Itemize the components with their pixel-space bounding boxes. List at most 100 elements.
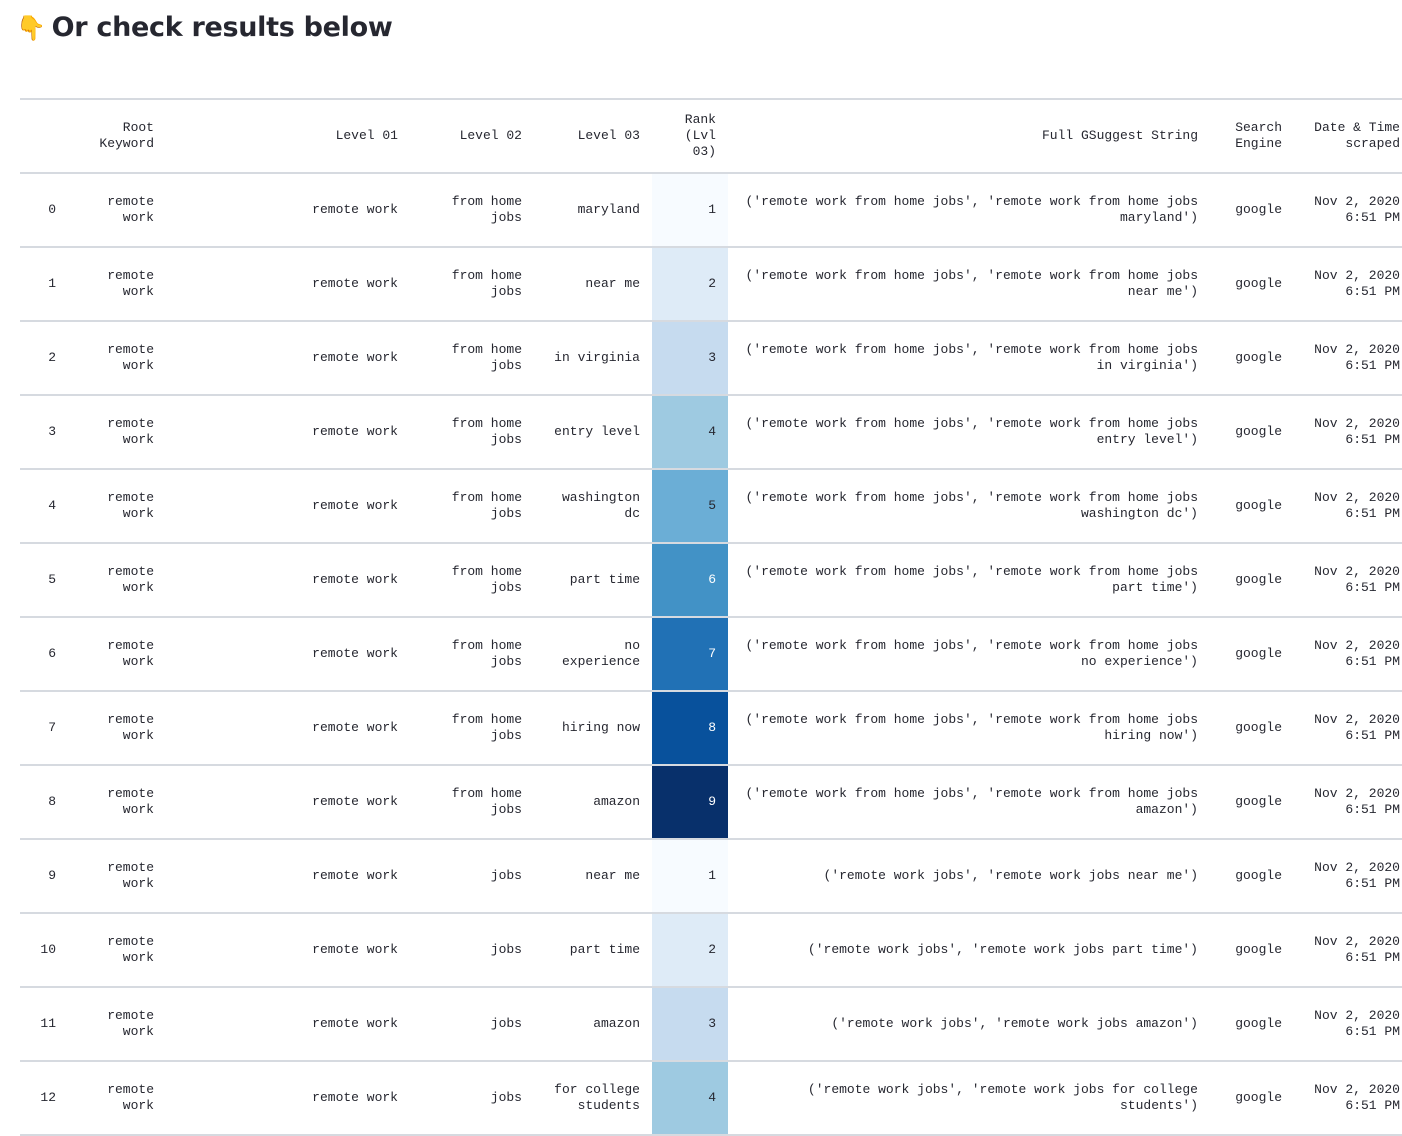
cell-date-time-scraped[interactable]: Nov 2, 2020 6:51 PM (1314, 416, 1400, 447)
cell-level-02[interactable]: from home jobs (451, 638, 522, 669)
cell-date-time-scraped[interactable]: Nov 2, 2020 6:51 PM (1314, 490, 1400, 521)
cell-rank[interactable]: 7 (652, 617, 728, 691)
cell-date-time-scraped[interactable]: Nov 2, 2020 6:51 PM (1314, 786, 1400, 817)
cell-search-engine[interactable]: google (1235, 276, 1282, 291)
cell-date-time-scraped[interactable]: Nov 2, 2020 6:51 PM (1314, 860, 1400, 891)
cell-level-03[interactable]: no experience (561, 638, 640, 669)
cell-full-gsuggest-string[interactable]: ('remote work from home jobs', 'remote w… (745, 194, 1198, 225)
cell-search-engine[interactable]: google (1235, 794, 1282, 809)
cell-level-01[interactable]: remote work (312, 276, 398, 291)
cell-level-02[interactable]: from home jobs (451, 416, 522, 447)
cell-level-03[interactable]: washington dc (561, 490, 640, 521)
cell-level-02[interactable]: jobs (490, 942, 522, 957)
row-index[interactable]: 0 (48, 202, 56, 217)
cell-level-03[interactable]: amazon (593, 1016, 640, 1031)
cell-level-02[interactable]: from home jobs (451, 194, 522, 225)
cell-level-02[interactable]: from home jobs (451, 342, 522, 373)
cell-root-keyword[interactable]: remote work (107, 194, 154, 225)
cell-date-time-scraped[interactable]: Nov 2, 2020 6:51 PM (1314, 1008, 1400, 1039)
row-index[interactable]: 6 (48, 646, 56, 661)
cell-date-time-scraped[interactable]: Nov 2, 2020 6:51 PM (1314, 1082, 1400, 1113)
cell-level-01[interactable]: remote work (312, 350, 398, 365)
cell-date-time-scraped[interactable]: Nov 2, 2020 6:51 PM (1314, 268, 1400, 299)
cell-level-03[interactable]: part time (569, 942, 640, 957)
cell-search-engine[interactable]: google (1235, 572, 1282, 587)
cell-level-03[interactable]: amazon (593, 794, 640, 809)
cell-full-gsuggest-string[interactable]: ('remote work jobs', 'remote work jobs f… (807, 1082, 1198, 1113)
cell-full-gsuggest-string[interactable]: ('remote work from home jobs', 'remote w… (745, 416, 1198, 447)
row-index[interactable]: 5 (48, 572, 56, 587)
cell-level-02[interactable]: from home jobs (451, 786, 522, 817)
cell-root-keyword[interactable]: remote work (107, 564, 154, 595)
column-header-search-engine[interactable]: Search Engine (1235, 120, 1282, 151)
cell-rank[interactable]: 2 (652, 913, 728, 987)
cell-level-03[interactable]: part time (569, 572, 640, 587)
cell-root-keyword[interactable]: remote work (107, 268, 154, 299)
cell-search-engine[interactable]: google (1235, 424, 1282, 439)
cell-full-gsuggest-string[interactable]: ('remote work from home jobs', 'remote w… (745, 490, 1198, 521)
row-index[interactable]: 2 (48, 350, 56, 365)
cell-root-keyword[interactable]: remote work (107, 712, 154, 743)
cell-full-gsuggest-string[interactable]: ('remote work from home jobs', 'remote w… (745, 786, 1198, 817)
cell-rank[interactable]: 8 (652, 691, 728, 765)
cell-search-engine[interactable]: google (1235, 350, 1282, 365)
cell-date-time-scraped[interactable]: Nov 2, 2020 6:51 PM (1314, 712, 1400, 743)
cell-search-engine[interactable]: google (1235, 1016, 1282, 1031)
cell-level-03[interactable]: maryland (577, 202, 640, 217)
cell-root-keyword[interactable]: remote work (107, 860, 154, 891)
cell-search-engine[interactable]: google (1235, 202, 1282, 217)
cell-rank[interactable]: 3 (652, 321, 728, 395)
row-index[interactable]: 4 (48, 498, 56, 513)
cell-level-02[interactable]: from home jobs (451, 490, 522, 521)
cell-full-gsuggest-string[interactable]: ('remote work from home jobs', 'remote w… (745, 712, 1198, 743)
cell-root-keyword[interactable]: remote work (107, 934, 154, 965)
cell-root-keyword[interactable]: remote work (107, 1082, 154, 1113)
cell-root-keyword[interactable]: remote work (107, 638, 154, 669)
cell-root-keyword[interactable]: remote work (107, 342, 154, 373)
cell-date-time-scraped[interactable]: Nov 2, 2020 6:51 PM (1314, 638, 1400, 669)
cell-search-engine[interactable]: google (1235, 498, 1282, 513)
column-header-level-03[interactable]: Level 03 (577, 128, 640, 143)
cell-search-engine[interactable]: google (1235, 1090, 1282, 1105)
cell-level-01[interactable]: remote work (312, 424, 398, 439)
cell-date-time-scraped[interactable]: Nov 2, 2020 6:51 PM (1314, 564, 1400, 595)
cell-level-03[interactable]: entry level (554, 424, 640, 439)
cell-rank[interactable]: 3 (652, 987, 728, 1061)
cell-search-engine[interactable]: google (1235, 868, 1282, 883)
cell-search-engine[interactable]: google (1235, 942, 1282, 957)
cell-root-keyword[interactable]: remote work (107, 490, 154, 521)
cell-level-01[interactable]: remote work (312, 202, 398, 217)
cell-full-gsuggest-string[interactable]: ('remote work from home jobs', 'remote w… (745, 564, 1198, 595)
cell-root-keyword[interactable]: remote work (107, 786, 154, 817)
cell-level-03[interactable]: near me (585, 276, 640, 291)
column-header-index[interactable] (20, 99, 68, 173)
cell-level-01[interactable]: remote work (312, 646, 398, 661)
row-index[interactable]: 11 (40, 1016, 56, 1031)
row-index[interactable]: 3 (48, 424, 56, 439)
cell-full-gsuggest-string[interactable]: ('remote work jobs', 'remote work jobs a… (831, 1016, 1198, 1031)
cell-level-01[interactable]: remote work (312, 942, 398, 957)
column-header-full-gsuggest-string[interactable]: Full GSuggest String (1041, 128, 1198, 143)
column-header-level-02[interactable]: Level 02 (459, 128, 522, 143)
cell-full-gsuggest-string[interactable]: ('remote work from home jobs', 'remote w… (745, 638, 1198, 669)
cell-full-gsuggest-string[interactable]: ('remote work from home jobs', 'remote w… (745, 342, 1198, 373)
cell-date-time-scraped[interactable]: Nov 2, 2020 6:51 PM (1314, 194, 1400, 225)
row-index[interactable]: 7 (48, 720, 56, 735)
cell-root-keyword[interactable]: remote work (107, 1008, 154, 1039)
column-header-rank[interactable]: Rank (Lvl 03) (684, 112, 716, 159)
cell-level-02[interactable]: jobs (490, 1090, 522, 1105)
cell-full-gsuggest-string[interactable]: ('remote work jobs', 'remote work jobs n… (823, 868, 1198, 883)
column-header-date-time-scraped[interactable]: Date & Time scraped (1314, 120, 1400, 151)
row-index[interactable]: 12 (40, 1090, 56, 1105)
row-index[interactable]: 1 (48, 276, 56, 291)
cell-level-03[interactable]: near me (585, 868, 640, 883)
cell-level-03[interactable]: for college students (554, 1082, 640, 1113)
cell-level-02[interactable]: from home jobs (451, 268, 522, 299)
cell-level-01[interactable]: remote work (312, 720, 398, 735)
cell-search-engine[interactable]: google (1235, 646, 1282, 661)
cell-level-01[interactable]: remote work (312, 794, 398, 809)
cell-level-03[interactable]: hiring now (561, 720, 640, 735)
cell-rank[interactable]: 1 (652, 173, 728, 247)
cell-rank[interactable]: 4 (652, 395, 728, 469)
cell-level-02[interactable]: jobs (490, 868, 522, 883)
